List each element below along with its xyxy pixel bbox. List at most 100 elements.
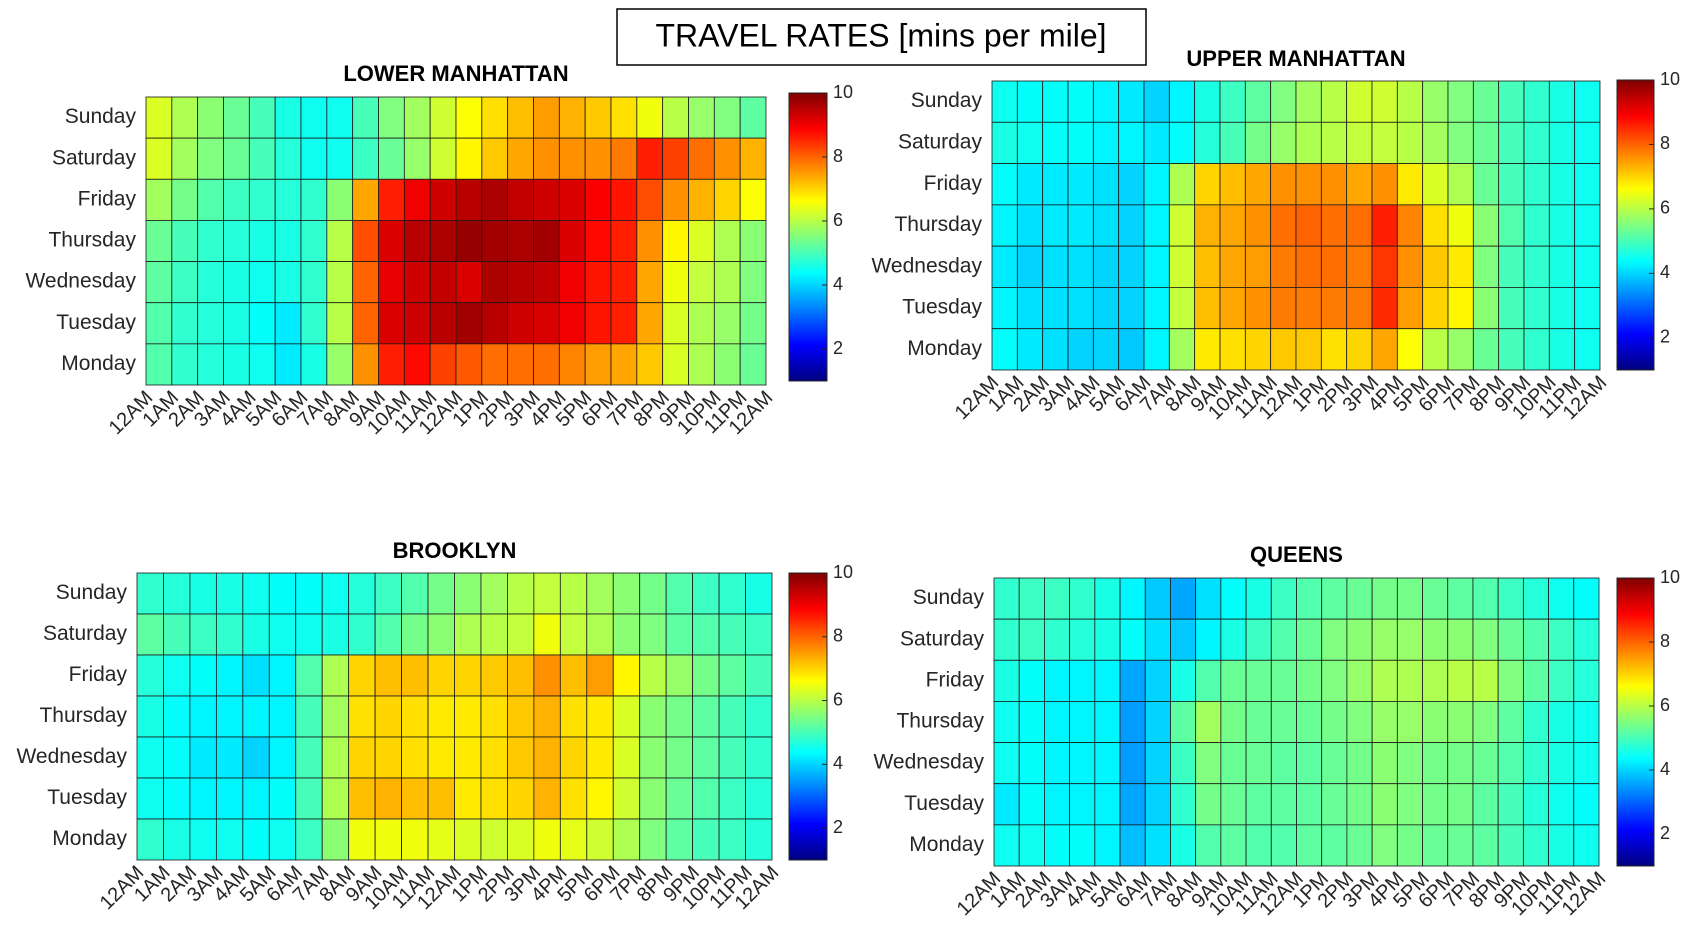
heat-cell [1067,245,1094,288]
heat-cell [1346,204,1373,247]
heat-cell [1320,328,1348,371]
heat-cell [1042,328,1069,371]
heat-cell [403,178,431,221]
heat-cell [1270,245,1297,288]
heat-cell [1245,618,1272,661]
heat-cell [268,818,297,861]
heat-cell [295,572,323,615]
colorbar-tick-label: 8 [833,146,843,166]
heat-cell [1321,783,1348,826]
heat-cell [274,96,302,139]
heat-cell [1447,783,1474,826]
heat-cell [665,695,694,738]
heat-cell [1042,204,1069,247]
heat-cell [378,137,405,180]
heat-cell [533,302,560,345]
heat-cell [480,818,508,861]
heat-cell [480,695,508,738]
heat-cell [507,777,535,820]
heat-cell [745,654,773,697]
heat-cell [145,220,173,262]
heat-cell [1296,824,1323,867]
heat-cell [610,302,638,345]
heat-cell [403,302,431,345]
heat-cell [1270,328,1297,371]
heat-cell [1195,701,1222,743]
heat-cell [1396,328,1424,371]
heat-cell [662,302,689,345]
heat-cell [1067,287,1094,330]
heat-cell [1168,328,1196,371]
heat-cell [739,302,767,345]
heat-cell [1119,783,1146,826]
heat-cell [1270,204,1297,247]
heat-cell [1422,80,1449,123]
heat-cell [739,220,767,262]
heat-cell [480,736,508,779]
heat-cell [1195,618,1222,661]
heat-cell [481,302,509,345]
heat-cell [1396,163,1424,206]
heat-cell [1296,577,1323,620]
heat-cell [223,261,250,304]
heat-cell [348,613,376,656]
heat-cell [1143,80,1170,123]
heat-cell [1548,618,1575,661]
heat-cell [665,736,694,779]
heat-cell [171,343,199,386]
heat-cell [1396,80,1424,123]
heat-cell [242,777,270,820]
heat-cell [1321,824,1348,867]
heat-cell [326,220,354,262]
heat-cell [1144,824,1171,867]
heat-cell [1296,783,1323,826]
heat-cell [584,137,612,180]
heat-cell [1296,701,1323,743]
heat-cell [1270,163,1297,206]
heat-cell [559,777,588,820]
heat-cell [1118,328,1145,371]
heat-cell [1346,659,1373,702]
heat-cell [1422,287,1449,330]
heat-cell [718,736,746,779]
heat-cell [1573,783,1600,826]
heat-cell [1069,824,1096,867]
heat-cell [1548,659,1575,702]
heat-cell [1422,163,1449,206]
heat-cell [1523,245,1550,288]
heat-cell [401,818,429,861]
heat-cell [533,613,561,656]
colorbar-tick-label: 4 [1660,262,1670,282]
heat-cell [559,818,588,861]
heat-cell [688,220,715,262]
heat-cell [991,121,1018,164]
heat-cell [586,572,614,615]
heat-cell [197,343,224,386]
heat-cell [1371,80,1398,123]
heat-cell [480,572,508,615]
heat-cell [326,137,354,180]
heat-cell [662,137,689,180]
heat-cell [1018,577,1045,620]
heat-cell [1447,659,1474,702]
heat-cell [612,613,641,656]
heat-cell [1295,204,1322,247]
heat-cell [1194,287,1221,330]
y-tick-label: Thursday [896,710,984,733]
heat-cell [1143,328,1170,371]
heat-cell [1016,204,1044,247]
heat-cell [215,613,244,656]
heat-cell [401,613,429,656]
heat-cell [1270,742,1297,785]
heat-cell [321,654,350,697]
heat-cell [533,343,560,386]
heat-cell [481,96,509,139]
heat-cell [1094,577,1121,620]
heat-cell [1472,824,1499,867]
heat-cell [586,613,614,656]
heat-cell [1270,824,1297,867]
heat-cell [1144,742,1171,785]
heat-cell [1548,701,1575,743]
heat-cell [427,695,455,738]
colorbar-tick-label: 4 [833,274,843,294]
